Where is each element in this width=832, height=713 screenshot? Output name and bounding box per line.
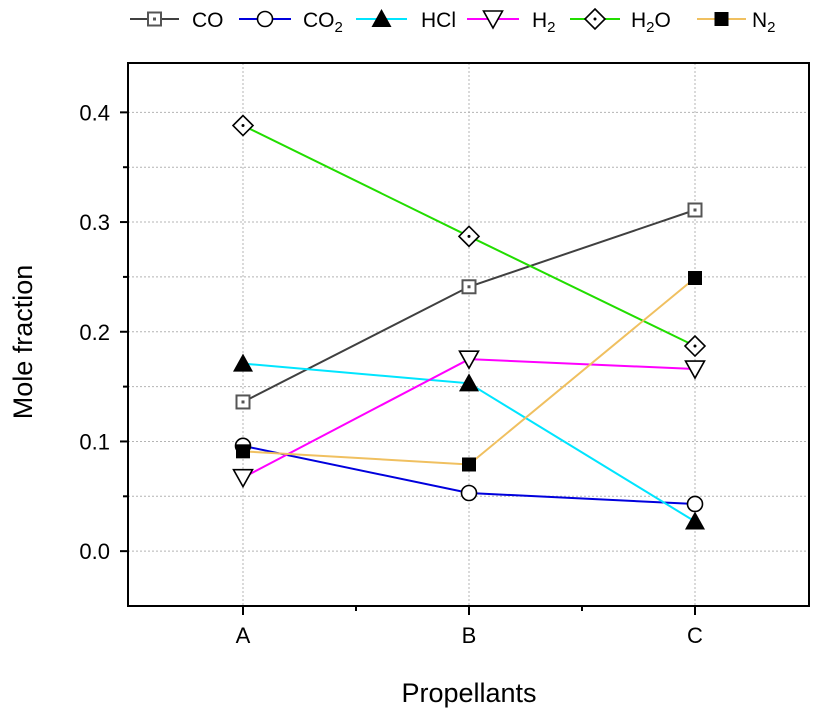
axis-ticks: 0.0 0.1 0.2 0.3 0.4 A B C [79,100,703,648]
legend-label: H2 [532,9,556,36]
y-tick-label: 0.2 [79,320,110,345]
data-point-co [235,394,251,410]
data-point-co2 [686,495,704,513]
legend-label: CO2 [303,9,343,36]
legend-label: H2O [631,9,671,36]
y-tick-label: 0.3 [79,210,110,235]
series-markers [231,114,707,530]
data-point-h2 [684,360,706,380]
y-tick-label: 0.4 [79,100,110,125]
y-tick-label: 0.1 [79,429,110,454]
data-point-hcl [685,511,705,530]
legend-item-n2: N2 [697,9,776,36]
data-point-n2 [236,444,250,459]
legend: CO CO2 HCl H2 H2O N2 [130,7,776,36]
legend-item-h2o: H2O [570,7,671,36]
legend-label: CO [192,9,224,32]
legend-item-co2: CO2 [239,9,343,36]
grid-lines [128,63,809,606]
legend-marker [714,12,729,26]
legend-label: N2 [752,9,776,36]
data-point-h2o [683,334,707,358]
data-point-co [461,279,477,295]
data-point-h2 [232,468,254,489]
data-point-n2 [688,271,702,286]
x-tick-label: B [462,623,477,648]
data-point-co2 [460,484,478,502]
legend-marker [256,10,274,28]
y-tick-label: 0.0 [79,539,110,564]
legend-item-h2: H2 [467,9,556,36]
legend-marker [371,9,392,27]
x-tick-label: C [687,623,703,648]
x-tick-label: A [236,623,251,648]
data-point-hcl [233,353,253,372]
data-point-h2o [457,225,481,248]
legend-marker [147,11,162,27]
y-axis-title: Mole fraction [8,265,38,420]
legend-item-co: CO [130,9,224,32]
legend-marker [583,7,607,31]
data-point-hcl [459,373,479,392]
x-axis-title: Propellants [401,678,536,708]
data-point-h2 [458,350,480,370]
data-point-h2o [231,114,255,137]
data-point-n2 [462,457,476,472]
legend-label: HCl [421,9,456,32]
legend-item-hcl: HCl [356,9,456,32]
legend-marker [482,10,504,30]
data-point-co [687,202,703,218]
